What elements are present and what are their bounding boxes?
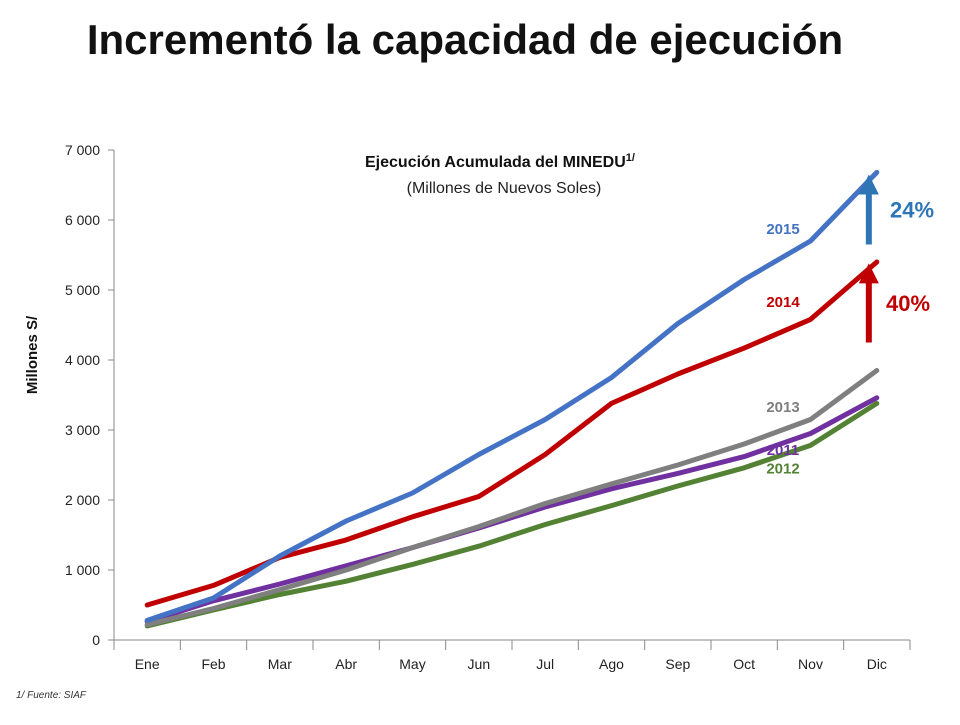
x-tick-label: Feb bbox=[201, 656, 225, 672]
x-tick-label: Abr bbox=[335, 656, 357, 672]
series-label-2011: 2011 bbox=[767, 442, 800, 459]
x-tick-label: Dic bbox=[867, 656, 887, 672]
series-label-2015: 2015 bbox=[766, 221, 799, 238]
x-tick-label: May bbox=[399, 656, 425, 672]
growth-label-1: 24% bbox=[890, 198, 934, 223]
series-label-2012: 2012 bbox=[766, 460, 799, 477]
y-tick-label: 2 000 bbox=[65, 492, 100, 508]
series-line-2012 bbox=[144, 400, 880, 629]
chart-title: Ejecución Acumulada del MINEDU1/ bbox=[365, 152, 635, 171]
series-label-2013: 2013 bbox=[766, 399, 799, 416]
series-line-2011 bbox=[144, 395, 880, 625]
y-tick-label: 1 000 bbox=[65, 562, 100, 578]
x-tick-label: Jul bbox=[536, 656, 554, 672]
y-axis-label: Millones S/ bbox=[24, 315, 41, 394]
x-tick-label: Mar bbox=[268, 656, 292, 672]
growth-arrow-head-1 bbox=[858, 174, 879, 195]
footnote: 1/ Fuente: SIAF bbox=[16, 690, 87, 701]
chart-subtitle: (Millones de Nuevos Soles) bbox=[407, 180, 602, 197]
y-tick-label: 5 000 bbox=[65, 282, 100, 298]
x-tick-label: Nov bbox=[798, 656, 823, 672]
x-tick-label: Sep bbox=[665, 656, 690, 672]
series-label-2014: 2014 bbox=[766, 294, 800, 311]
series-line-2013 bbox=[144, 368, 880, 628]
growth-arrow-head-2 bbox=[858, 263, 879, 284]
x-tick-label: Oct bbox=[733, 656, 755, 672]
slide-title: Incrementó la capacidad de ejecución bbox=[86, 16, 844, 63]
y-tick-label: 3 000 bbox=[65, 422, 100, 438]
x-tick-label: Ago bbox=[599, 656, 624, 672]
x-tick-label: Ene bbox=[135, 656, 160, 672]
y-tick-label: 0 bbox=[92, 632, 100, 648]
y-tick-label: 7 000 bbox=[65, 142, 100, 158]
series-line-2015 bbox=[144, 169, 880, 623]
x-tick-label: Jun bbox=[468, 656, 491, 672]
y-tick-label: 4 000 bbox=[65, 352, 100, 368]
growth-label-2: 40% bbox=[886, 291, 930, 316]
y-tick-label: 6 000 bbox=[65, 212, 100, 228]
